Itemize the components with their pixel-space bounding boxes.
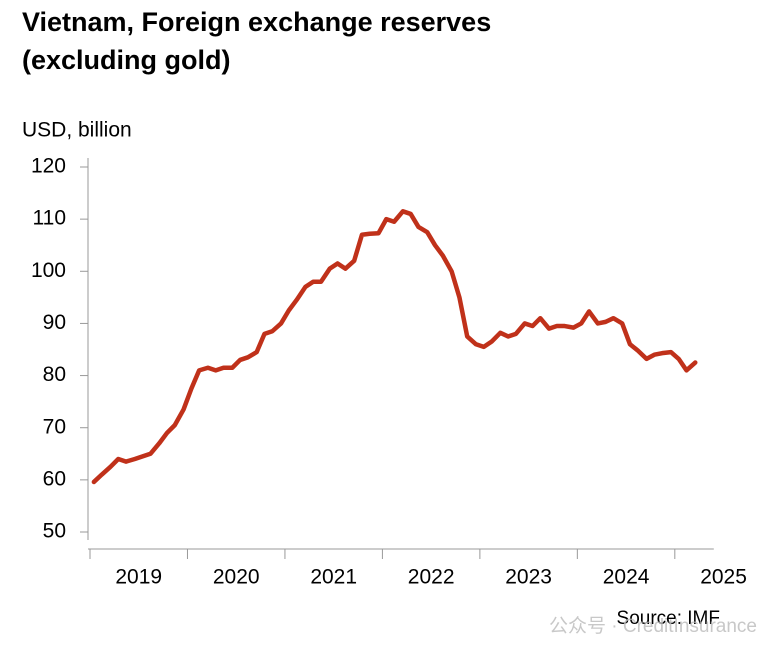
chart-title: Vietnam, Foreign exchange reserves <box>22 7 491 37</box>
x-tick-label: 2020 <box>213 566 260 589</box>
y-tick-label: 70 <box>43 415 66 438</box>
chart-title: (excluding gold) <box>22 45 231 75</box>
x-tick-label: 2023 <box>505 566 552 589</box>
watermark: 公众号 · CreditInsurance <box>549 615 757 637</box>
x-tick-label: 2019 <box>115 566 162 589</box>
y-tick-label: 50 <box>43 520 66 543</box>
source: Source: IMF <box>617 608 720 629</box>
y-tick-label: 80 <box>43 363 66 386</box>
y-axis-label: USD, billion <box>22 119 132 142</box>
x-tick-label: 2022 <box>408 566 455 589</box>
data-line <box>91 209 698 485</box>
y-tick-label: 120 <box>31 155 66 178</box>
x-tick-label: 2021 <box>310 566 357 589</box>
x-tick-label: 2025 <box>700 566 747 589</box>
x-tick-label: 2024 <box>603 566 650 589</box>
y-tick-label: 110 <box>33 207 66 230</box>
y-tick-label: 90 <box>43 311 66 334</box>
y-tick-label: 100 <box>31 259 66 282</box>
y-tick-label: 60 <box>43 467 66 490</box>
